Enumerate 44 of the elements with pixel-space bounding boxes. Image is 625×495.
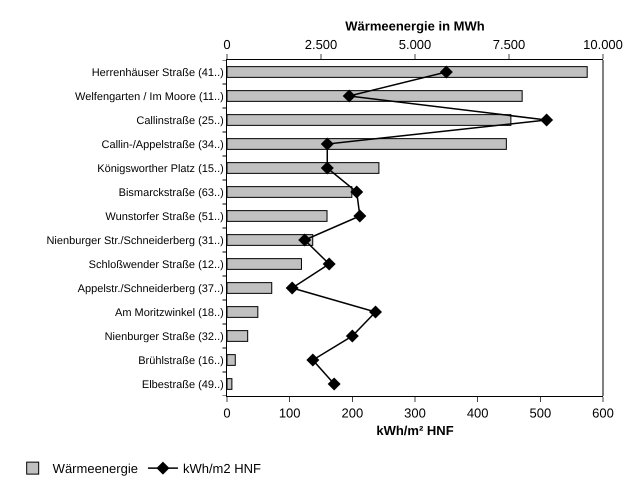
y-tick-label: Callinstraße (25..) [136,114,224,127]
x-tick-label: 500 [529,406,552,421]
x2-tick-label: 5.000 [398,36,432,52]
x2-tick-label: 10.000 [583,36,623,52]
point [328,378,341,390]
x-tick-label: 0 [223,406,231,421]
point [369,306,382,318]
x2-tick-label: 7.500 [492,36,526,52]
y-tick-label: Callin-/Appelstraße (34..) [102,138,224,151]
legend-label: Wärmeenergie [52,461,138,476]
point [320,138,334,150]
y-tick-label: Welfengarten / Im Moore (11..) [75,90,224,103]
legend-label: kWh/m2 HNF [182,461,262,476]
y-tick-label: Elbestraße (49..) [142,378,224,391]
point [306,354,320,366]
point [350,186,364,198]
point [440,66,453,78]
point [322,258,336,270]
x2-tick-label: 0 [223,36,231,52]
y-tick-label: Brühlstraße (16..) [138,354,224,367]
y-tick-label: Schloßwender Straße (12..) [88,258,224,271]
point [353,210,366,222]
x-tick-label: 100 [278,406,301,421]
point [540,114,554,126]
y-tick-label: Königsworther Platz (15..) [97,162,224,175]
x-tick-label: 400 [466,406,489,421]
point [286,282,299,294]
y-tick-label: Nienburger Straße (32..) [104,330,224,343]
y-tick-label: Wunstorfer Straße (51..) [105,210,224,223]
y-tick-label: Nienburger Str./Schneiderberg (31..) [46,234,224,247]
point [342,90,356,102]
x2-tick-label: 2.500 [304,36,338,52]
x-tick-label: 600 [592,406,614,421]
point [298,234,312,246]
point [346,330,359,342]
x2-axis-title: Wärmeenergie in MWh [345,18,485,34]
x-tick-label: 300 [404,406,426,421]
y-tick-label: Am Moritzwinkel (18..) [115,306,224,319]
y-tick-label: Appelstr./Schneiderberg (37..) [78,282,224,295]
point [320,162,334,174]
y-tick-label: Herrenhäuser Straße (41..) [92,66,224,79]
y-tick-label: Bismarckstraße (63..) [118,186,224,199]
x-tick-label: 200 [341,406,364,421]
x-axis-title: kWh/m² HNF [376,423,454,438]
